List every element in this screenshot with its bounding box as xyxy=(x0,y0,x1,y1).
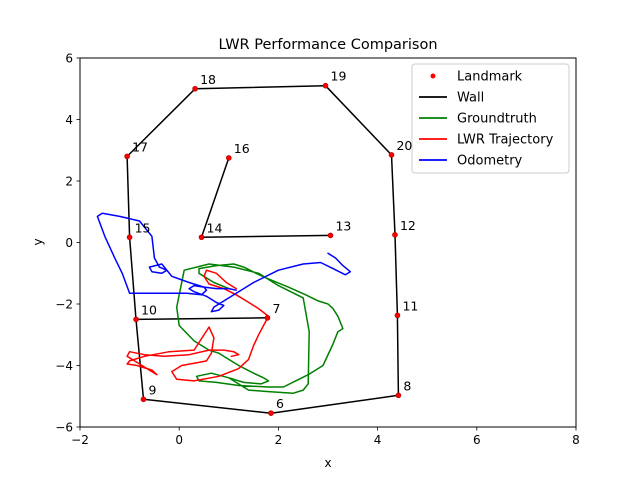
landmark-point-14 xyxy=(198,234,205,241)
legend-label-groundtruth: Groundtruth xyxy=(457,112,537,127)
axis-ticks: −2 0 2 4 6 8 −6 −4 −2 0 2 4 6 xyxy=(55,52,580,448)
series-line-lwr-trajectory xyxy=(126,269,270,382)
legend: Landmark Wall Groundtruth LWR Trajectory Odo… xyxy=(411,63,570,174)
landmark-label-6: 6 xyxy=(276,396,284,411)
landmark-label-19: 19 xyxy=(331,69,347,84)
landmark-point-6 xyxy=(268,410,274,416)
landmark-point-20 xyxy=(388,152,395,158)
landmark-point-11 xyxy=(394,312,401,319)
landmark-label-13: 13 xyxy=(335,218,351,233)
legend-label-odometry: Odometry xyxy=(457,154,523,169)
landmark-label-7: 7 xyxy=(272,301,280,316)
landmark-label-10: 10 xyxy=(141,302,157,317)
landmark-point-17 xyxy=(124,153,130,160)
landmark-label-11: 11 xyxy=(402,298,418,313)
landmark-point-8 xyxy=(395,392,402,399)
chart-title: LWR Performance Comparison xyxy=(218,37,437,53)
wall-segment-3 xyxy=(135,317,268,321)
landmark-point-19 xyxy=(322,82,329,89)
y-tick-label-5: 4 xyxy=(65,113,73,127)
x-tick-label-2: 2 xyxy=(275,433,283,447)
y-tick-label-6: 6 xyxy=(65,52,73,66)
landmark-label-15: 15 xyxy=(135,220,151,235)
legend-label-wall: Wall xyxy=(457,91,484,106)
landmark-point-16 xyxy=(226,155,232,161)
landmark-point-10 xyxy=(133,316,139,323)
landmark-label-18: 18 xyxy=(200,72,216,87)
x-tick-label-0: −2 xyxy=(71,433,89,447)
landmark-point-18 xyxy=(192,85,198,92)
legend-label-lwr-trajectory: LWR Trajectory xyxy=(457,133,554,148)
series-line-groundtruth xyxy=(175,263,344,394)
x-tick-label-5: 8 xyxy=(572,433,580,447)
series-line-odometry xyxy=(96,212,352,313)
legend-marker-landmark xyxy=(430,73,436,79)
plot-content: 6 7 8 9 10 11 12 13 14 15 16 17 18 19 20 xyxy=(96,69,418,416)
landmark-point-13 xyxy=(327,232,334,239)
landmark-label-14: 14 xyxy=(207,220,223,235)
landmark-label-12: 12 xyxy=(400,218,416,233)
landmark-point-7 xyxy=(264,315,271,321)
legend-label-landmark: Landmark xyxy=(457,70,523,85)
y-tick-label-2: −2 xyxy=(55,298,73,312)
y-axis-label: y xyxy=(31,238,45,245)
wall-segment-0 xyxy=(126,84,400,414)
legend-box xyxy=(411,63,570,174)
x-tick-label-1: 0 xyxy=(175,433,183,447)
wall-segment-2 xyxy=(201,234,331,239)
landmark-point-9 xyxy=(140,396,147,403)
y-tick-label-4: 2 xyxy=(65,175,73,189)
landmark-point-15 xyxy=(126,234,133,241)
wall-segment-1 xyxy=(200,157,230,238)
y-tick-label-1: −4 xyxy=(55,359,73,373)
landmark-label-16: 16 xyxy=(234,141,250,156)
landmark-label-8: 8 xyxy=(403,378,411,393)
x-tick-label-3: 4 xyxy=(374,433,382,447)
x-axis-label: x xyxy=(324,456,331,470)
landmark-label-9: 9 xyxy=(148,382,156,397)
landmark-label-20: 20 xyxy=(396,138,412,153)
landmark-label-17: 17 xyxy=(132,139,148,154)
y-tick-label-3: 0 xyxy=(65,236,73,250)
landmark-point-12 xyxy=(392,232,398,238)
x-tick-label-4: 6 xyxy=(473,433,481,447)
y-tick-label-0: −6 xyxy=(55,421,73,435)
